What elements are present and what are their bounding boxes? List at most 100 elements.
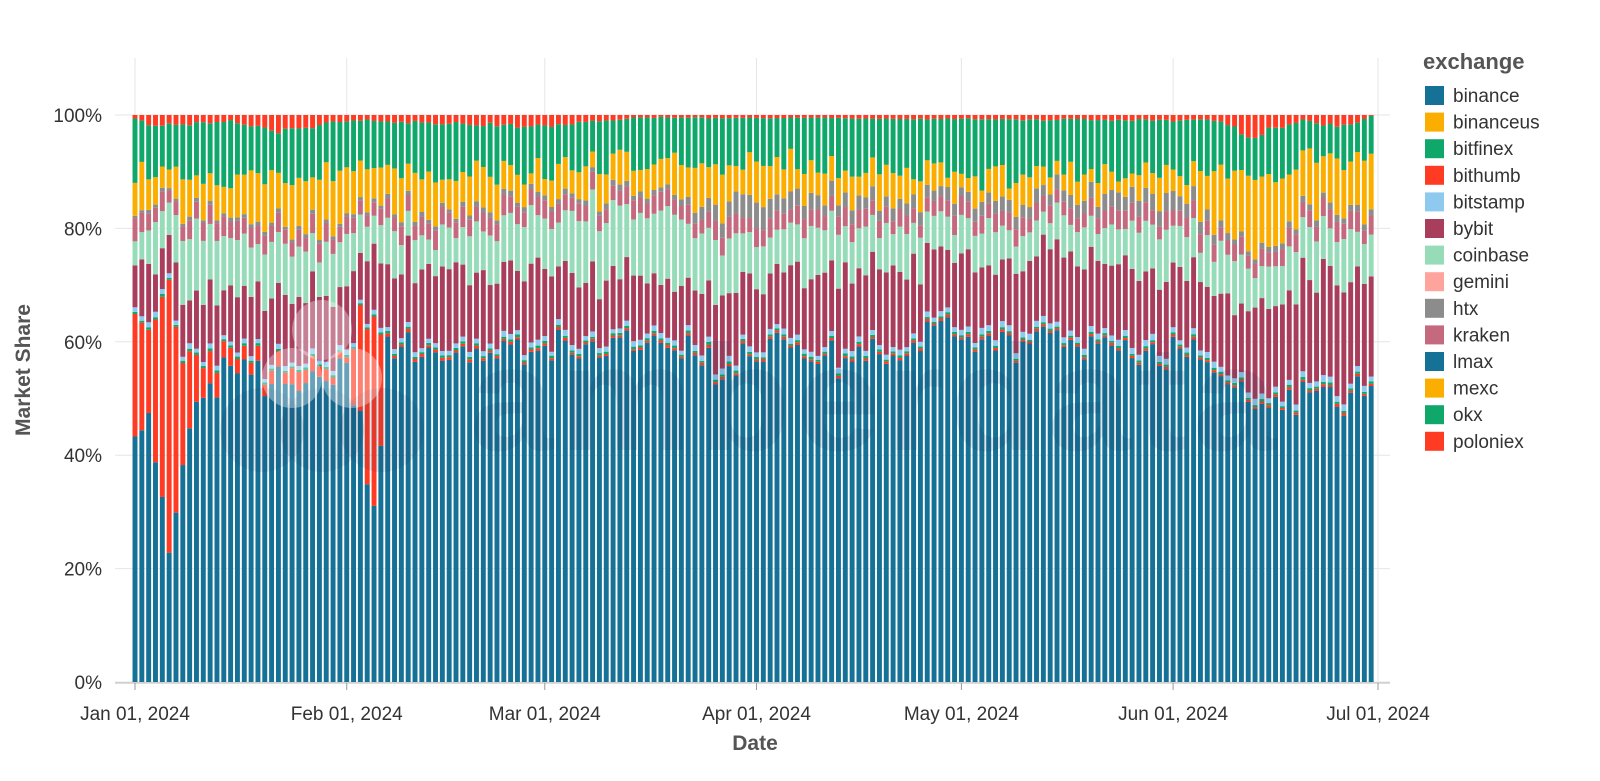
bar-segment-bitfinex [836, 117, 841, 179]
bar-segment-bitfinex [904, 118, 910, 168]
bar-segment-binance [617, 337, 623, 682]
bar-segment-binance [1088, 336, 1094, 682]
bar-segment-bitfinex [1170, 121, 1176, 170]
bar-segment-bithumb [453, 115, 459, 123]
x-tick-label: May 01, 2024 [904, 704, 1020, 725]
bar-segment-bybit [590, 261, 596, 332]
bar-segment-bitstamp [808, 351, 814, 357]
bar-segment-poloniex [740, 341, 746, 344]
bar-segment-coinbase [241, 233, 247, 286]
bar-segment-binanceus [371, 168, 377, 199]
bar-segment-coinbase [897, 226, 903, 272]
bar-segment-binanceus [1136, 175, 1142, 201]
bar-segment-bitfinex [1314, 123, 1319, 163]
bar-segment-bithumb [781, 115, 787, 119]
bar-segment-okx [924, 317, 930, 319]
bar-segment-okx [610, 333, 616, 336]
bar-segment-bybit [733, 292, 739, 366]
watermark-logo-dot [292, 300, 352, 360]
bar-segment-binanceus [1068, 161, 1074, 195]
bar-segment-binanceus [214, 185, 220, 221]
bar-segment-coinbase [993, 232, 998, 275]
bar-segment-binance [583, 344, 589, 682]
bar-segment-bybit [1300, 257, 1306, 372]
bar-segment-okx [453, 347, 459, 351]
bar-segment-okx [1204, 357, 1210, 361]
bar-segment-coinbase [767, 237, 773, 274]
bar-segment-bybit [132, 265, 138, 308]
bar-segment-poloniex [1307, 390, 1313, 393]
bar-segment-bitstamp [1211, 361, 1217, 368]
bar-segment-kraken [1320, 197, 1326, 217]
bar-segment-coinbase [576, 221, 582, 288]
bar-segment-kraken [166, 190, 172, 203]
bar-segment-okx [1355, 371, 1360, 374]
bar-segment-coinbase [1081, 227, 1087, 270]
bar-segment-bithumb [596, 115, 602, 122]
bar-segment-coinbase [822, 230, 828, 273]
bar-segment-coinbase [1156, 239, 1162, 290]
bar-segment-bybit [228, 285, 234, 342]
bar-segment-kraken [583, 206, 589, 222]
bar-segment-poloniex [1143, 348, 1149, 351]
bar-segment-htx [535, 191, 541, 198]
bar-segment-bybit [637, 275, 643, 340]
bar-segment-htx [1368, 209, 1374, 216]
bar-segment-bitfinex [132, 118, 138, 183]
bar-segment-kraken [337, 226, 343, 243]
bar-segment-bitstamp [965, 326, 971, 332]
bar-segment-bybit [719, 295, 725, 369]
bar-segment-binanceus [979, 190, 985, 202]
bar-segment-kraken [767, 218, 773, 238]
bar-segment-bybit [678, 286, 684, 351]
legend-swatch-okx [1425, 405, 1444, 425]
bar-segment-coinbase [1334, 242, 1340, 286]
bar-segment-bitstamp [774, 324, 780, 329]
bar-segment-bitstamp [337, 345, 343, 351]
bar-segment-kraken [1150, 210, 1156, 225]
bar-segment-bitstamp [535, 339, 541, 346]
bar-segment-bitstamp [1307, 382, 1313, 389]
bar-segment-bitstamp [303, 363, 309, 368]
bar-segment-coinbase [508, 212, 514, 261]
bar-segment-coinbase [713, 240, 718, 305]
bar-segment-okx [228, 345, 234, 348]
bar-segment-kraken [549, 211, 555, 229]
bar-segment-kraken [323, 222, 329, 242]
bar-segment-binanceus [337, 170, 343, 224]
bar-segment-poloniex [842, 356, 848, 359]
bar-segment-coinbase [487, 235, 493, 286]
bar-segment-poloniex [1361, 393, 1367, 396]
bar-segment-okx [1368, 381, 1374, 384]
bar-segment-binance [419, 356, 425, 682]
bar-segment-okx [1361, 391, 1367, 394]
bar-segment-bithumb [754, 115, 759, 118]
bar-segment-coinbase [685, 223, 691, 278]
bar-segment-bithumb [139, 115, 145, 121]
bar-segment-htx [1273, 245, 1279, 252]
bar-segment-poloniex [528, 349, 534, 352]
bar-segment-bybit [542, 268, 548, 337]
bar-segment-binance [1156, 365, 1162, 682]
bar-segment-bybit [1006, 258, 1012, 326]
bar-segment-bithumb [1218, 115, 1224, 122]
bar-segment-binanceus [385, 164, 391, 194]
bar-segment-okx [426, 342, 432, 346]
bar-segment-binanceus [774, 157, 780, 195]
bar-segment-binance [262, 396, 268, 682]
bar-segment-htx [1211, 234, 1217, 245]
bar-segment-bitstamp [911, 333, 917, 339]
bar-segment-bitfinex [590, 120, 596, 152]
bar-segment-binanceus [166, 169, 172, 189]
bar-segment-coinbase [453, 238, 459, 263]
bar-segment-bithumb [1109, 115, 1115, 121]
legend-swatch-lmax [1425, 352, 1444, 371]
bar-segment-poloniex [1245, 399, 1251, 402]
bar-segment-kraken [200, 222, 206, 241]
bar-segment-binanceus [194, 175, 199, 198]
bar-segment-bybit [1184, 281, 1190, 348]
bar-segment-bitfinex [480, 126, 486, 167]
bar-segment-okx [733, 370, 739, 374]
bar-segment-binance [153, 462, 158, 682]
bar-segment-okx [624, 325, 630, 329]
